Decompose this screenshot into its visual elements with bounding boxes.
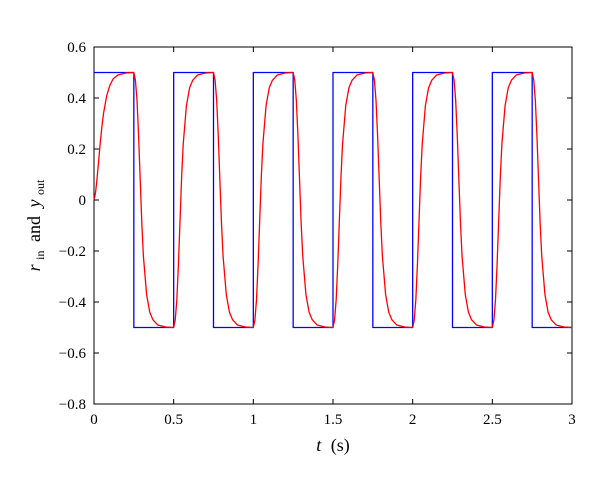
y-tick-label: 0.4 <box>67 91 86 107</box>
y-tick-label: −0.8 <box>59 397 86 413</box>
y-axis-label: r in and y out <box>24 179 48 271</box>
y-axis-label-r-sub: in <box>33 250 47 259</box>
y-tick-label: −0.2 <box>59 244 86 260</box>
x-tick-label: 2.5 <box>483 412 502 428</box>
series-line-r_in <box>94 71 572 329</box>
x-axis-label: t (s) <box>316 435 350 456</box>
x-tick-label: 0 <box>90 412 98 428</box>
series-layer <box>93 71 573 329</box>
x-tick-label: 1 <box>250 412 258 428</box>
series-line-y_out <box>93 71 573 329</box>
tick-layer <box>93 46 573 405</box>
y-tick-label: 0.2 <box>67 142 86 158</box>
x-axis-label-unit: (s) <box>331 435 350 456</box>
y-tick-label: −0.4 <box>59 295 87 311</box>
y-axis-label-y: y <box>24 199 44 209</box>
label-layer: 0 0.5 1 1.5 2 2.5 3 −0.8 −0.6 −0.4 −0.2 0 0.2 0.4 0.6 <box>59 40 576 428</box>
x-tick-label: 2 <box>409 412 417 428</box>
x-tick-label: 1.5 <box>324 412 343 428</box>
y-axis-label-and: and <box>24 216 44 242</box>
x-tick-label: 0.5 <box>164 412 183 428</box>
y-axis-label-r: r <box>24 263 44 271</box>
x-axis-label-var: t <box>316 435 322 455</box>
x-tick-label: 3 <box>568 412 576 428</box>
plot-area <box>93 46 573 405</box>
y-tick-label: 0.6 <box>67 40 86 56</box>
y-tick-label: −0.6 <box>59 346 87 362</box>
y-axis-label-y-sub: out <box>33 179 47 195</box>
y-tick-label: 0 <box>79 193 87 209</box>
